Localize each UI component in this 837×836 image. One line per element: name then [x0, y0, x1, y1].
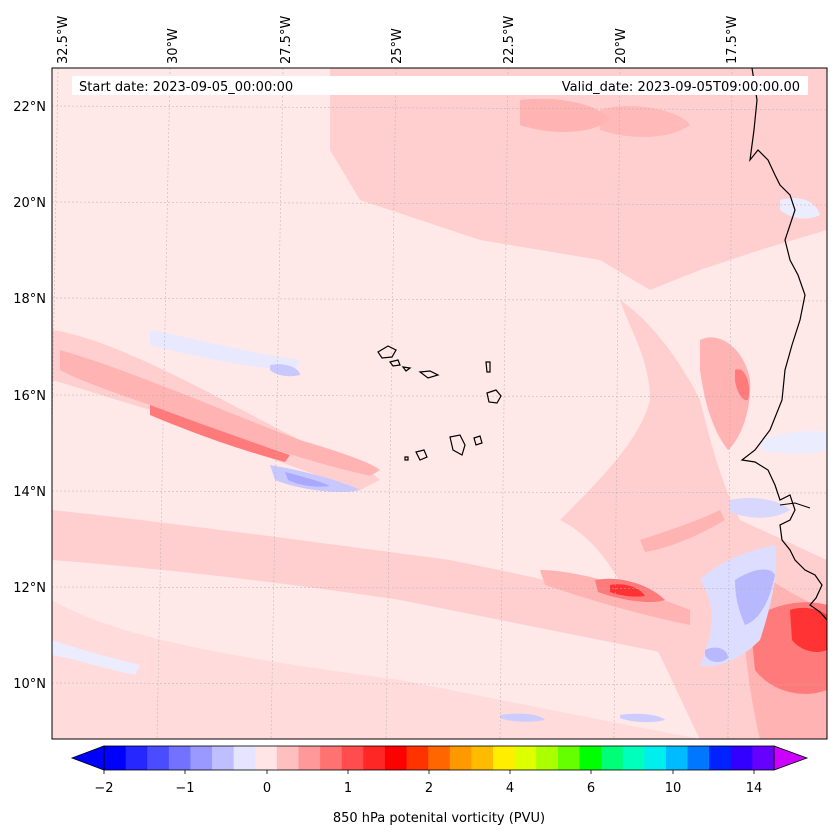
colorbar-cell	[363, 746, 386, 770]
colorbar-cell	[320, 746, 343, 770]
colorbar-tick-label: 1	[344, 781, 352, 796]
colorbar-frame	[103, 745, 775, 771]
lon-label: 20°W	[614, 28, 629, 64]
lat-label: 16°N	[13, 389, 46, 404]
colorbar-cell	[298, 746, 321, 770]
colorbar-cell	[168, 746, 192, 770]
colorbar-over-extension	[773, 745, 809, 771]
colorbar-label: 850 hPa potenital vorticity (PVU)	[333, 811, 545, 826]
colorbar-cell	[687, 746, 710, 770]
colorbar-tick-label: −2	[94, 781, 113, 796]
lon-labels: 32.5°W 30°W 27.5°W 25°W 22.5°W 20°W 17.5…	[56, 16, 740, 64]
lat-label: 18°N	[13, 292, 46, 307]
pv-contours-intense	[610, 584, 827, 652]
colorbar-cell	[276, 746, 300, 770]
colorbar-cell	[104, 746, 127, 770]
lat-label: 20°N	[13, 196, 46, 211]
colorbar-cell	[384, 746, 408, 770]
colorbar-cell	[622, 746, 645, 770]
colorbar-tick-label: 14	[746, 781, 763, 796]
colorbar-cell	[125, 746, 148, 770]
lon-label: 32.5°W	[56, 16, 71, 64]
colorbar-cell	[752, 746, 775, 770]
colorbar-cell	[190, 746, 213, 770]
lon-label: 22.5°W	[502, 16, 517, 64]
pv-field	[52, 68, 827, 739]
map-frame	[51, 67, 828, 740]
lon-label: 30°W	[166, 28, 181, 64]
colorbar-cell	[471, 746, 494, 770]
gambia-inlet	[779, 502, 811, 509]
colorbar-cell	[493, 746, 516, 770]
colorbar-cell	[255, 746, 278, 770]
colorbar-cell	[212, 746, 235, 770]
colorbar-tick-label: 2	[425, 781, 433, 796]
colorbar-cell	[709, 746, 732, 770]
lon-label: 27.5°W	[279, 16, 294, 64]
pv-contours-negative	[52, 198, 827, 723]
colorbar-cell	[644, 746, 667, 770]
lon-label: 25°W	[390, 28, 405, 64]
colorbar-cell	[536, 746, 559, 770]
lon-label: 17.5°W	[725, 16, 740, 64]
colorbar-cell	[233, 746, 256, 770]
cape-verde-islands	[377, 345, 502, 461]
colorbar-cell	[449, 746, 473, 770]
header-band	[72, 76, 808, 95]
colorbar-cells	[104, 746, 775, 770]
lat-labels: 22°N 20°N 18°N 16°N 14°N 12°N 10°N	[13, 100, 46, 692]
colorbar-cell	[147, 746, 170, 770]
graticule	[52, 68, 827, 739]
colorbar-tick-labels: −2 −1 0 1 2 4 6 10 14	[94, 781, 762, 796]
colorbar-tick-label: 4	[506, 781, 514, 796]
start-date-label: Start date: 2023-09-05_00:00:00	[79, 80, 293, 95]
colorbar-ticks	[103, 770, 755, 774]
colorbar-tick-label: −1	[175, 781, 194, 796]
colorbar-cell	[579, 746, 602, 770]
colorbar-cell	[557, 746, 581, 770]
colorbar-tick-label: 6	[587, 781, 595, 796]
colorbar-cell	[514, 746, 537, 770]
colorbar-cell	[341, 746, 364, 770]
colorbar-tick-label: 0	[263, 781, 271, 796]
colorbar-under-extension	[70, 745, 105, 771]
colorbar-cell	[730, 746, 753, 770]
colorbar: −2 −1 0 1 2 4 6 10 14 850 hPa potenital …	[70, 745, 809, 826]
lat-label: 10°N	[13, 677, 46, 692]
valid-date-label: Valid_date: 2023-09-05T09:00:00.00	[562, 80, 800, 95]
colorbar-cell	[665, 746, 689, 770]
colorbar-cell	[428, 746, 451, 770]
lat-label: 12°N	[13, 581, 46, 596]
west-africa-coastline	[740, 68, 827, 621]
colorbar-cell	[406, 746, 429, 770]
colorbar-cell	[601, 746, 624, 770]
colorbar-tick-label: 10	[665, 781, 682, 796]
lat-label: 22°N	[13, 100, 46, 115]
lat-label: 14°N	[13, 485, 46, 500]
